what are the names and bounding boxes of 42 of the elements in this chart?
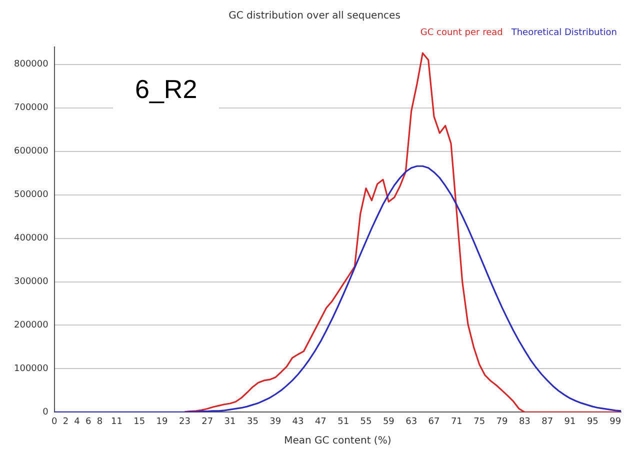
x-tick-label: 59 [382, 416, 395, 427]
annotation: 6_R2 [113, 66, 220, 113]
x-tick-label: 79 [496, 416, 508, 427]
x-tick-label: 83 [518, 416, 530, 427]
x-tick-label: 19 [156, 416, 168, 427]
x-tick-label: 8 [96, 416, 103, 427]
text: Theoretical Distribution [510, 28, 618, 38]
y-tick-label: 800000 [14, 60, 49, 70]
x-tick-label: 0 [51, 416, 58, 427]
x-tick-label: 87 [542, 416, 554, 427]
x-tick-label: 99 [610, 416, 622, 427]
x-tick-label: 15 [134, 416, 146, 427]
x-tick-label: 91 [564, 416, 576, 427]
x-axis-title: Mean GC content (%) [284, 436, 392, 447]
chart-title: GC distribution over all sequences [228, 10, 400, 22]
x-tick-label: 27 [202, 416, 214, 427]
x-tick-label: 55 [360, 416, 372, 427]
y-tick-label: 600000 [14, 146, 49, 157]
y-tick-label: 100000 [14, 364, 49, 374]
y-tick-label: 700000 [14, 103, 49, 114]
x-tick-label: 43 [292, 416, 304, 427]
x-tick-label: 39 [270, 416, 282, 427]
x-tick-label: 95 [586, 416, 598, 427]
x-tick-label: 4 [74, 416, 80, 427]
x-tick-label: 51 [338, 416, 350, 427]
y-tick-label: 0 [42, 408, 49, 418]
x-tick-label: 2 [62, 416, 69, 427]
x-tick-label: 31 [224, 416, 236, 427]
x-tick-label: 23 [178, 416, 190, 427]
y-tick-label: 400000 [14, 234, 49, 244]
x-tick-label: 11 [110, 416, 122, 427]
x-tick-label: 35 [246, 416, 258, 427]
x-tick-label: 47 [314, 416, 326, 427]
x-tick-label: 63 [406, 416, 418, 427]
series-label: GC count per read [420, 28, 503, 38]
x-tick-label: 67 [428, 416, 440, 427]
y-tick-label: 300000 [14, 277, 49, 288]
x-tick-label: 6 [85, 416, 92, 427]
x-tick-label: 71 [450, 416, 462, 427]
y-tick-label: 500000 [14, 190, 49, 200]
x-tick-label: 75 [474, 416, 486, 427]
y-tick-label: 200000 [14, 320, 49, 331]
